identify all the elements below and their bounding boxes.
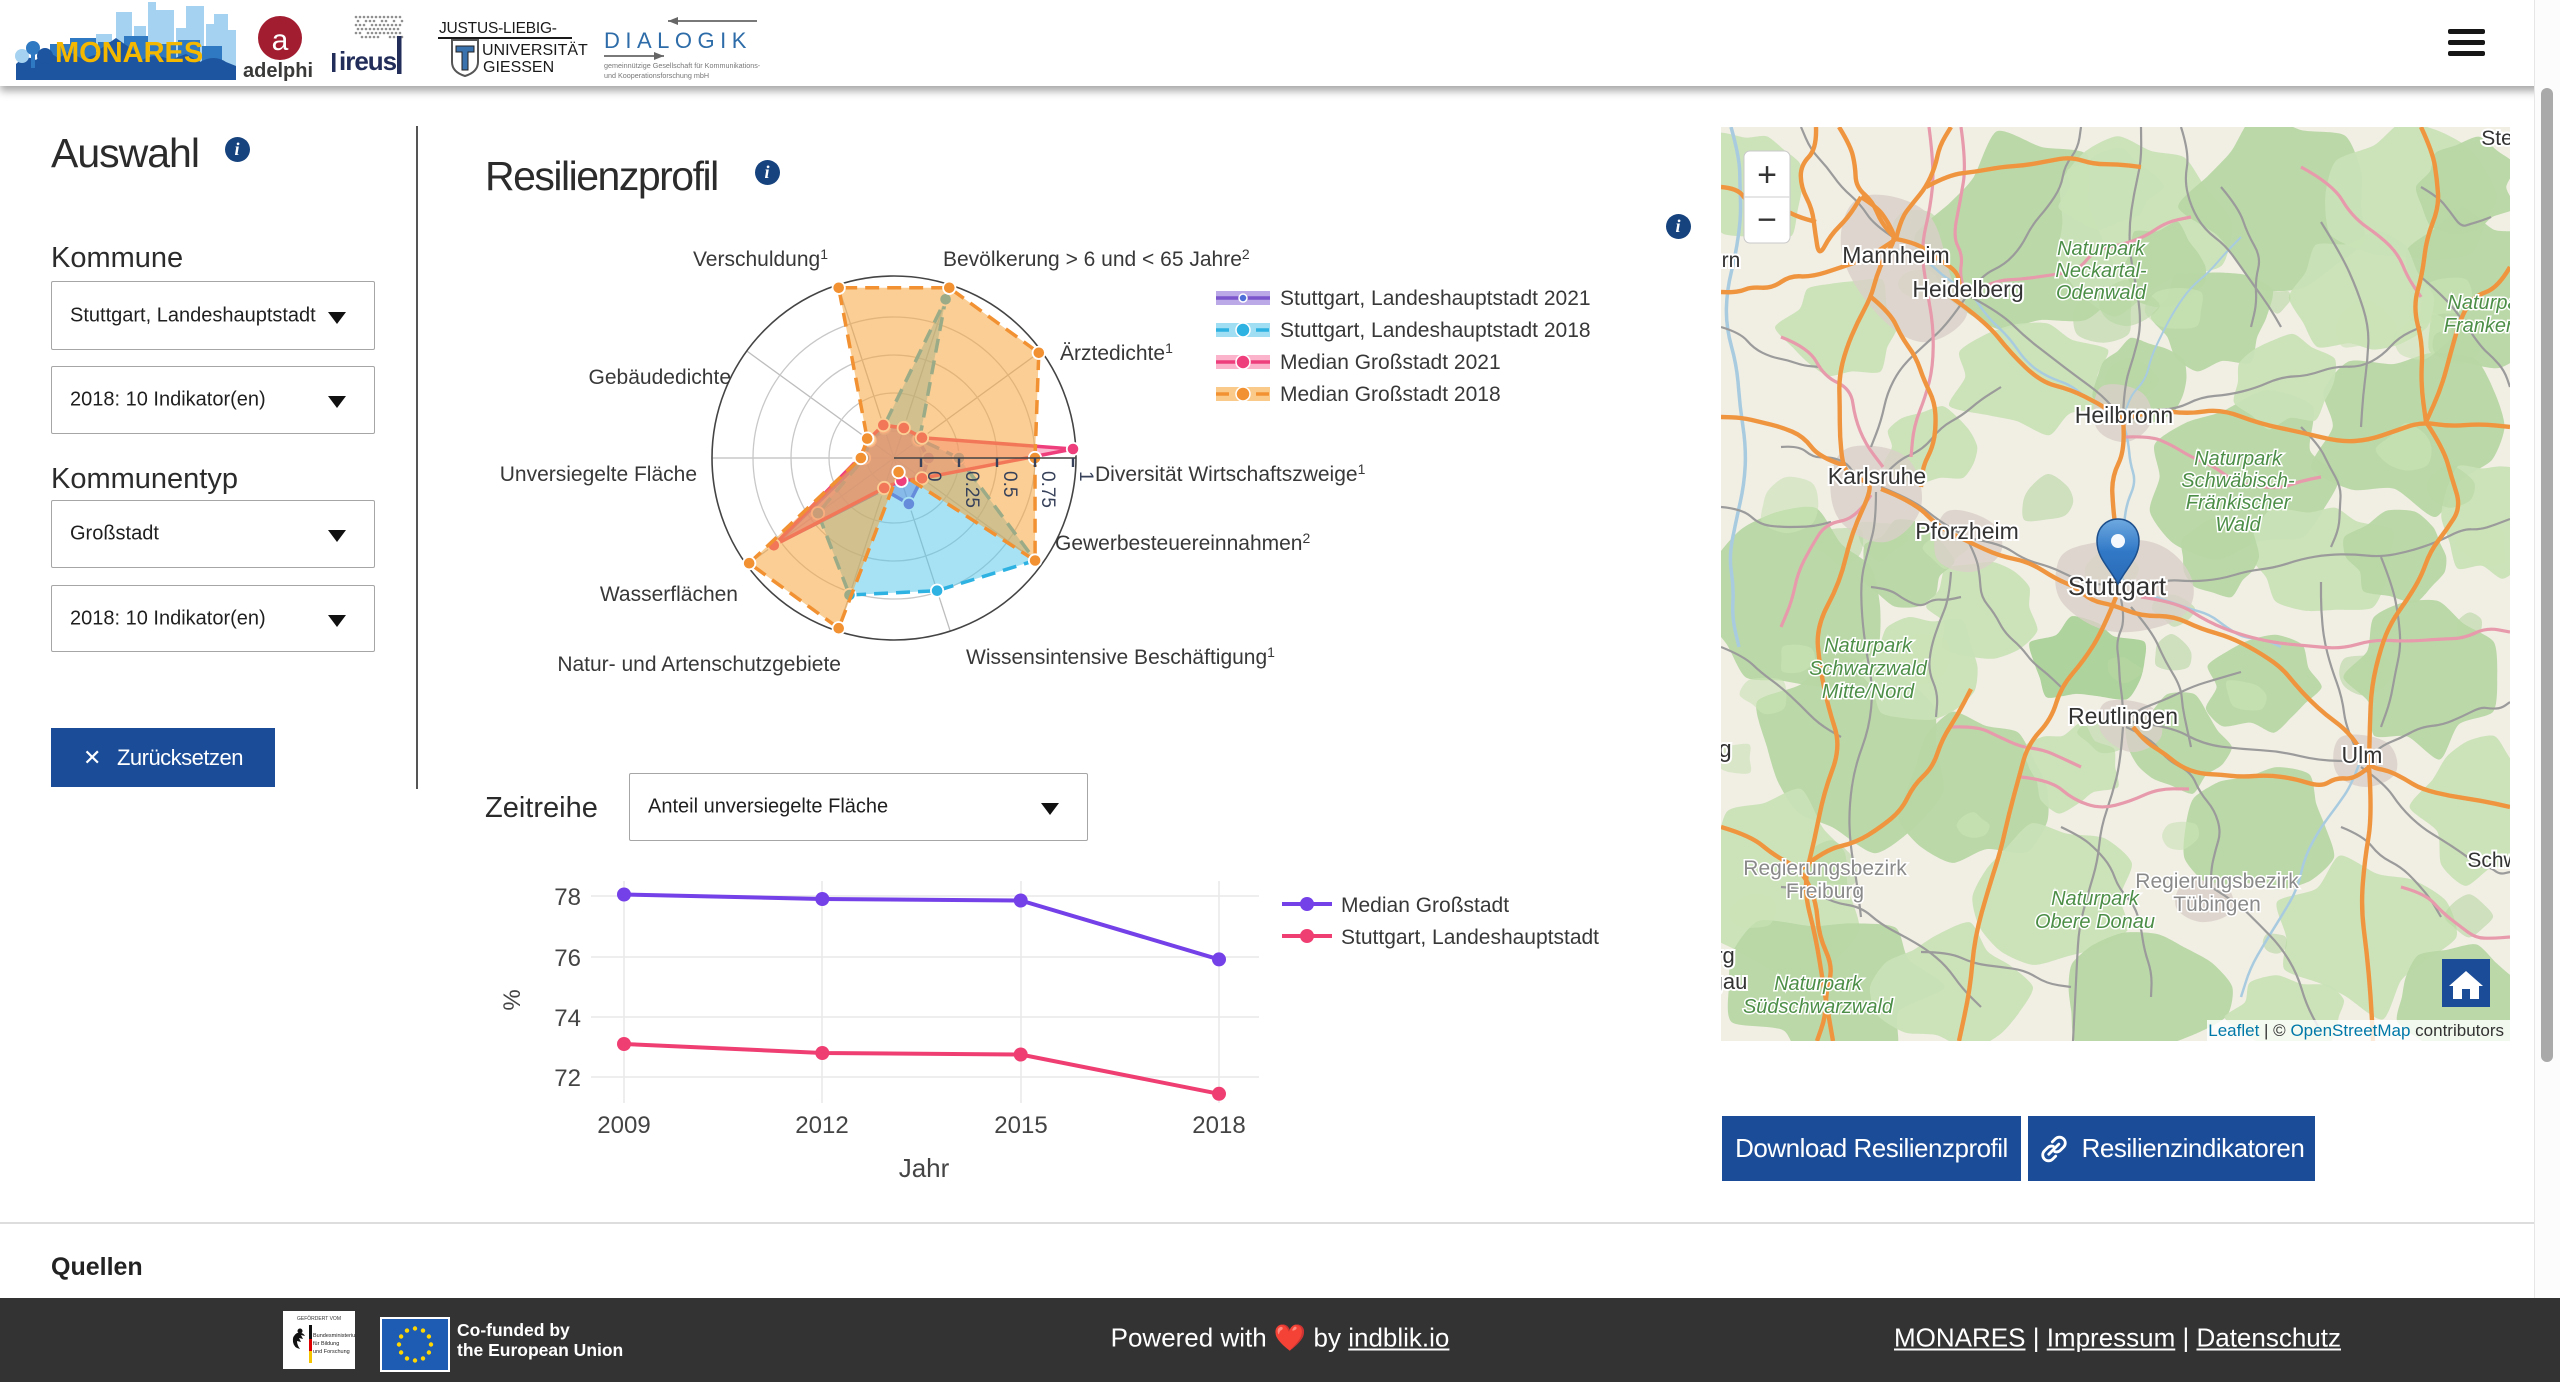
svg-text:Verschuldung1: Verschuldung1 <box>693 246 828 271</box>
svg-text:Naturpark: Naturpark <box>2051 888 2140 910</box>
svg-text:UNIVERSITÄT: UNIVERSITÄT <box>482 41 588 59</box>
svg-text:Leaflet | © OpenStreetMap cont: Leaflet | © OpenStreetMap contributors <box>2208 1021 2504 1040</box>
svg-text:2015: 2015 <box>994 1112 1047 1139</box>
svg-text:Bevölkerung > 6 und < 65 Jahre: Bevölkerung > 6 und < 65 Jahre2 <box>943 246 1250 271</box>
svg-text:Jahr: Jahr <box>899 1153 950 1183</box>
svg-text:und Forschung: und Forschung <box>313 1349 350 1355</box>
svg-text:72: 72 <box>554 1065 581 1092</box>
svg-text:74: 74 <box>554 1005 581 1032</box>
svg-text:Wissensintensive Beschäftigung: Wissensintensive Beschäftigung1 <box>966 644 1275 669</box>
svg-text:+: + <box>1757 156 1777 194</box>
svg-text:Stuttgart, Landeshauptstadt: Stuttgart, Landeshauptstadt <box>1341 926 1599 949</box>
svg-text:Natur- und Artenschutzgebiete: Natur- und Artenschutzgebiete <box>557 653 841 676</box>
svg-text:−: − <box>1757 201 1777 239</box>
svg-text:Wasserflächen: Wasserflächen <box>600 583 738 606</box>
svg-text:Naturpa: Naturpa <box>2447 292 2510 314</box>
svg-text:76: 76 <box>554 945 581 972</box>
svg-text:Fränkischer: Fränkischer <box>2186 492 2292 514</box>
svg-text:0: 0 <box>923 471 944 482</box>
svg-text:Südschwarzwald: Südschwarzwald <box>1743 996 1894 1018</box>
svg-text:Heilbronn: Heilbronn <box>2075 402 2173 428</box>
svg-text:Median Großstadt: Median Großstadt <box>1341 894 1509 917</box>
svg-text:GIESSEN: GIESSEN <box>483 59 554 76</box>
svg-text:Schw: Schw <box>2467 849 2510 872</box>
svg-text:Ulm: Ulm <box>2342 742 2383 768</box>
svg-text:Regierungsbezirk: Regierungsbezirk <box>2135 870 2299 893</box>
svg-text:g: g <box>1721 736 1732 763</box>
svg-text:2012: 2012 <box>795 1112 848 1139</box>
svg-text:0.75: 0.75 <box>1037 471 1058 508</box>
svg-text:Pforzheim: Pforzheim <box>1915 518 2019 544</box>
svg-text:Schwäbisch-: Schwäbisch- <box>2181 470 2295 492</box>
svg-text:gau: gau <box>1721 969 1747 994</box>
svg-text:78: 78 <box>554 884 581 911</box>
svg-text:Naturpark: Naturpark <box>1824 635 1913 657</box>
svg-text:Freiburg: Freiburg <box>1786 880 1864 903</box>
svg-text:1: 1 <box>1075 471 1096 482</box>
svg-text:Naturpark: Naturpark <box>1774 973 1863 995</box>
svg-text:Naturpark: Naturpark <box>2057 238 2146 260</box>
svg-text:Reutlingen: Reutlingen <box>2068 703 2178 729</box>
svg-text:Obere Donau: Obere Donau <box>2035 911 2155 933</box>
svg-text:Karlsruhe: Karlsruhe <box>1828 463 1926 489</box>
svg-text:Naturpark: Naturpark <box>2194 448 2283 470</box>
svg-text:0.25: 0.25 <box>961 471 982 508</box>
svg-text:Gebäudedichte: Gebäudedichte <box>589 366 731 389</box>
svg-text:rg: rg <box>1721 943 1735 968</box>
svg-text:Neckartal-: Neckartal- <box>2055 260 2146 282</box>
svg-text:Regierungsbezirk: Regierungsbezirk <box>1743 857 1907 880</box>
svg-text:2009: 2009 <box>597 1112 650 1139</box>
svg-text:adelphi: adelphi <box>243 60 313 82</box>
svg-text:Gewerbesteuereinnahmen2: Gewerbesteuereinnahmen2 <box>1055 530 1311 555</box>
svg-text:GEFÖRDERT VOM: GEFÖRDERT VOM <box>297 1315 341 1322</box>
svg-text:Ste: Ste <box>2481 127 2510 150</box>
svg-text:Bundesministerium: Bundesministerium <box>313 1333 355 1339</box>
svg-text:für Bildung: für Bildung <box>313 1341 339 1347</box>
svg-text:Ärztedichte1: Ärztedichte1 <box>1060 340 1173 365</box>
svg-text:2018: 2018 <box>1192 1112 1245 1139</box>
svg-text:Tübingen: Tübingen <box>2173 893 2261 916</box>
svg-text:Wald: Wald <box>2215 514 2261 536</box>
svg-text:Mitte/Nord: Mitte/Nord <box>1822 681 1915 703</box>
svg-text:Frankenh: Frankenh <box>2444 315 2510 337</box>
svg-text:Diversität Wirtschaftszweige1: Diversität Wirtschaftszweige1 <box>1095 461 1366 486</box>
svg-text:Stuttgart, Landeshauptstadt 20: Stuttgart, Landeshauptstadt 2018 <box>1280 319 1591 342</box>
svg-text:ireus: ireus <box>339 46 397 76</box>
svg-text:rn: rn <box>1722 249 1741 272</box>
svg-text:a: a <box>272 24 289 57</box>
svg-text:Stuttgart, Landeshauptstadt 20: Stuttgart, Landeshauptstadt 2021 <box>1280 287 1591 310</box>
svg-text:0.5: 0.5 <box>999 471 1020 497</box>
svg-text:MONARES: MONARES <box>55 37 203 69</box>
svg-text:Mannheim: Mannheim <box>1842 242 1949 268</box>
svg-text:Median Großstadt 2018: Median Großstadt 2018 <box>1280 383 1501 406</box>
svg-text:Heidelberg: Heidelberg <box>1912 276 2023 302</box>
svg-text:Median Großstadt 2021: Median Großstadt 2021 <box>1280 351 1501 374</box>
svg-text:JUSTUS-LIEBIG-: JUSTUS-LIEBIG- <box>439 20 557 37</box>
svg-text:DIALOGIK: DIALOGIK <box>604 28 752 53</box>
svg-text:gemeinnützige Gesellschaft für: gemeinnützige Gesellschaft für Kommunika… <box>604 61 761 70</box>
svg-text:Odenwald: Odenwald <box>2056 282 2147 304</box>
svg-text:und Kooperationsforschung mbH: und Kooperationsforschung mbH <box>604 71 709 80</box>
svg-text:Unversiegelte Fläche: Unversiegelte Fläche <box>500 463 697 486</box>
svg-text:%: % <box>499 989 526 1010</box>
svg-text:Schwarzwald: Schwarzwald <box>1809 658 1928 680</box>
